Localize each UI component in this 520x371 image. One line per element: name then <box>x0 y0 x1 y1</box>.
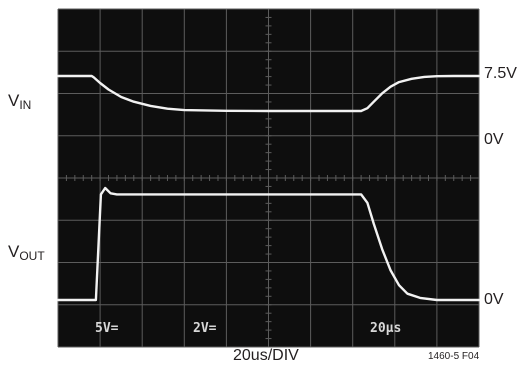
ch2-setting-readout: 2V= <box>193 321 217 336</box>
vout-label: VOUT <box>8 242 45 263</box>
ch1-setting-readout: 5V= <box>95 321 119 336</box>
vout-zero-level-label: 0V <box>484 291 504 308</box>
figure-id: 1460-5 F04 <box>428 351 480 362</box>
trace-vout <box>56 186 481 302</box>
trace-vin <box>56 74 481 113</box>
timebase-setting-readout: 20µs <box>370 321 401 336</box>
vin-high-level-label: 7.5V <box>484 65 517 82</box>
vin-label: VIN <box>8 91 32 112</box>
vin-zero-level-label: 0V <box>484 131 504 148</box>
timebase-label: 20us/DIV <box>233 347 299 364</box>
traces <box>56 74 481 302</box>
graticule <box>57 8 480 348</box>
